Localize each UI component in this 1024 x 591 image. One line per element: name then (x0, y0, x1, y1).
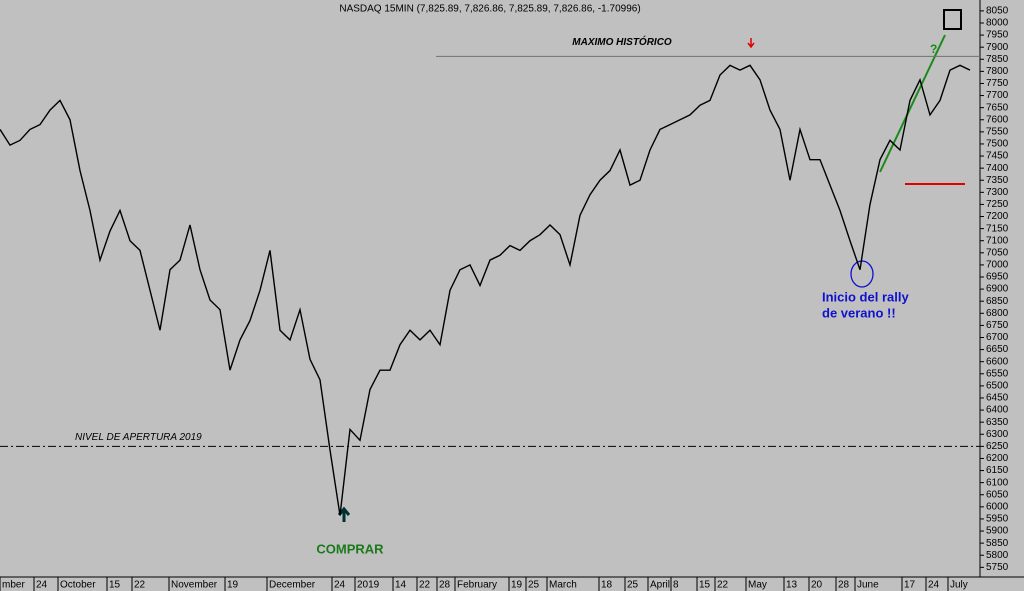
x-tick-label: 24 (928, 580, 940, 591)
buy-label: COMPRAR (316, 541, 384, 556)
target-box (943, 9, 962, 30)
y-tick-label: 7550 (986, 126, 1009, 137)
x-tick-label: June (857, 580, 879, 591)
y-tick-label: 7050 (986, 247, 1009, 258)
x-tick-label: November (171, 580, 218, 591)
y-tick-label: 7600 (986, 114, 1009, 125)
y-tick-label: 7750 (986, 78, 1009, 89)
rally-label: de verano !! (822, 305, 896, 320)
x-tick-label: 17 (904, 580, 916, 591)
x-tick-label: 25 (627, 580, 639, 591)
reference-label: MAXIMO HISTÓRICO (572, 35, 672, 48)
y-tick-label: 7250 (986, 199, 1009, 210)
reference-label: NIVEL DE APERTURA 2019 (75, 432, 202, 443)
y-tick-label: 6850 (986, 296, 1009, 307)
y-tick-label: 6650 (986, 344, 1009, 355)
y-tick-label: 6550 (986, 368, 1009, 379)
x-tick-label: 28 (439, 580, 451, 591)
y-tick-label: 7200 (986, 211, 1009, 222)
y-tick-label: 6200 (986, 453, 1009, 464)
y-tick-label: 6300 (986, 429, 1009, 440)
x-tick-label: 18 (601, 580, 613, 591)
y-tick-label: 6900 (986, 284, 1009, 295)
y-tick-label: 7800 (986, 66, 1009, 77)
x-tick-label: 28 (838, 580, 850, 591)
x-tick-label: May (748, 580, 767, 591)
x-tick-label: March (549, 580, 577, 591)
y-tick-label: 7400 (986, 163, 1009, 174)
price-line (0, 64, 971, 516)
y-tick-label: 5800 (986, 550, 1009, 561)
y-tick-label: 5750 (986, 562, 1009, 573)
x-tick-label: 22 (717, 580, 729, 591)
x-tick-label: 25 (528, 580, 540, 591)
y-tick-label: 6350 (986, 417, 1009, 428)
x-tick-label: 22 (134, 580, 146, 591)
question-mark: ? (930, 42, 937, 56)
y-tick-label: 7500 (986, 139, 1009, 150)
y-tick-label: 6150 (986, 465, 1009, 476)
x-tick-label: 22 (419, 580, 431, 591)
y-tick-label: 6800 (986, 308, 1009, 319)
y-tick-label: 5950 (986, 514, 1009, 525)
y-tick-label: 7650 (986, 102, 1009, 113)
y-tick-label: 5850 (986, 538, 1009, 549)
y-tick-label: 7900 (986, 42, 1009, 53)
trend-line (879, 34, 946, 173)
x-tick-label: mber (2, 580, 25, 591)
x-tick-label: October (60, 580, 96, 591)
y-tick-label: 6950 (986, 272, 1009, 283)
x-tick-label: 24 (334, 580, 346, 591)
y-tick-label: 6250 (986, 441, 1009, 452)
y-tick-label: 6050 (986, 489, 1009, 500)
x-tick-label: February (457, 580, 497, 591)
y-tick-label: 6100 (986, 477, 1009, 488)
x-tick-label: 15 (109, 580, 121, 591)
y-tick-label: 7850 (986, 54, 1009, 65)
y-tick-label: 7150 (986, 223, 1009, 234)
y-tick-label: 6500 (986, 381, 1009, 392)
y-tick-label: 7300 (986, 187, 1009, 198)
x-tick-label: 19 (227, 580, 239, 591)
x-tick-label: April (650, 580, 670, 591)
y-tick-label: 7700 (986, 90, 1009, 101)
y-tick-label: 6400 (986, 405, 1009, 416)
x-tick-label: 8 (673, 580, 679, 591)
y-tick-label: 7450 (986, 151, 1009, 162)
y-tick-label: 7950 (986, 30, 1009, 41)
x-tick-label: 13 (786, 580, 798, 591)
y-tick-label: 6000 (986, 501, 1009, 512)
x-tick-label: 20 (811, 580, 823, 591)
y-tick-label: 7350 (986, 175, 1009, 186)
red-arrow (747, 38, 755, 49)
y-tick-label: 6700 (986, 332, 1009, 343)
chart-title: NASDAQ 15MIN (7,825.89, 7,826.86, 7,825.… (339, 4, 640, 15)
y-tick-label: 6750 (986, 320, 1009, 331)
x-tick-label: 19 (511, 580, 523, 591)
y-tick-label: 8050 (986, 6, 1009, 17)
y-tick-label: 7000 (986, 260, 1009, 271)
x-tick-label: July (950, 580, 968, 591)
y-tick-label: 8000 (986, 18, 1009, 29)
x-tick-label: 2019 (357, 580, 380, 591)
x-tick-label: December (269, 580, 316, 591)
y-tick-label: 7100 (986, 235, 1009, 246)
y-tick-label: 6450 (986, 393, 1009, 404)
rally-label: Inicio del rally (822, 289, 909, 304)
x-tick-label: 24 (36, 580, 48, 591)
y-tick-label: 6600 (986, 356, 1009, 367)
x-tick-label: 14 (395, 580, 407, 591)
x-tick-label: 15 (699, 580, 711, 591)
y-tick-label: 5900 (986, 526, 1009, 537)
